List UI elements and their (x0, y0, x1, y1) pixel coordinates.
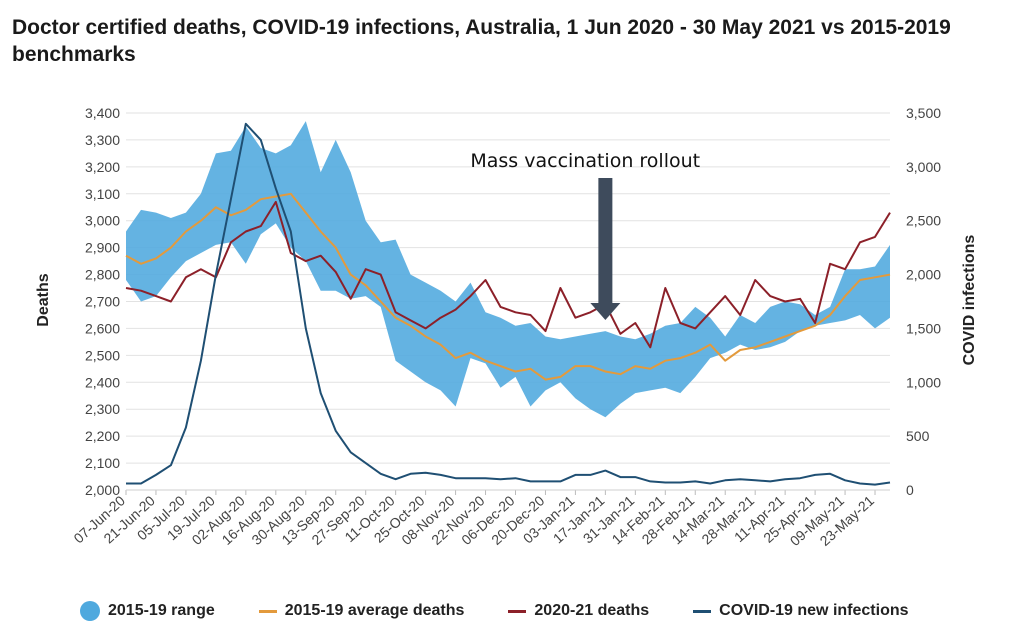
y-left-tick-label: 2,000 (85, 482, 120, 498)
y-right-tick-label: 500 (906, 428, 930, 444)
legend-item-deaths[interactable]: 2020-21 deaths (508, 602, 649, 620)
legend-label-range: 2015-19 range (108, 602, 215, 619)
legend-item-infections[interactable]: COVID-19 new infections (693, 602, 909, 620)
legend-swatch-range (80, 601, 100, 621)
y-left-tick-label: 2,600 (85, 320, 120, 336)
annotation-layer: Mass vaccination rollout (470, 150, 700, 320)
average-deaths-line (125, 192, 891, 381)
y-left-tick-label: 3,400 (85, 105, 120, 121)
y-right-tick-label: 3,500 (906, 105, 941, 121)
y-right-tick-label: 2,000 (906, 267, 941, 283)
y-left-tick-label: 2,300 (85, 401, 120, 417)
chart-plot: Mass vaccination rollout 2,000 2,100 2,200… (35, 105, 978, 549)
legend: 2015-19 range 2015-19 average deaths 202… (80, 598, 953, 624)
y-right-tick-label: 1,500 (906, 320, 941, 336)
x-axis: 07-Jun-2021-Jun-2005-Jul-2019-Jul-2002-A… (70, 489, 890, 549)
vaccination-arrow-shaft (598, 178, 613, 303)
chart-title: Doctor certified deaths, COVID-19 infect… (12, 16, 951, 66)
series-lines (125, 122, 891, 486)
deaths-2020-21-line (125, 200, 891, 349)
y-right-tick-label: 2,500 (906, 213, 941, 229)
y-right-tick-label: 3,000 (906, 159, 941, 175)
legend-label-deaths: 2020-21 deaths (534, 602, 650, 619)
y-left-tick-label: 3,300 (85, 132, 120, 148)
legend-item-range[interactable]: 2015-19 range (80, 601, 215, 621)
y-left-tick-label: 2,500 (85, 347, 120, 363)
legend-label-average: 2015-19 average deaths (284, 602, 465, 619)
y-left-tick-label: 2,800 (85, 267, 120, 283)
y-right-tick-label: 1,000 (906, 374, 941, 390)
range-band (126, 121, 890, 418)
y-left-tick-label: 2,900 (85, 240, 120, 256)
range-band-layer (126, 121, 890, 418)
y-left-tick-label: 2,400 (85, 374, 120, 390)
y-left-tick-label: 2,700 (85, 294, 120, 310)
vaccination-annotation: Mass vaccination rollout (470, 150, 700, 172)
legend-item-average[interactable]: 2015-19 average deaths (258, 602, 465, 620)
legend-swatch-infections (693, 609, 712, 613)
legend-label-infections: COVID-19 new infections (719, 602, 909, 619)
y-axis-right: 0 500 1,000 1,500 2,000 2,500 3,000 3,500 (906, 105, 941, 498)
y-left-tick-label: 3,100 (85, 186, 120, 202)
y-left-tick-label: 3,200 (85, 159, 120, 175)
y-axis-left: 2,000 2,100 2,200 2,300 2,400 2,500 2,600 2,700… (85, 105, 120, 498)
y-left-tick-label: 3,000 (85, 213, 120, 229)
vaccination-arrow-head (590, 303, 621, 320)
y-axis-left-title: Deaths (35, 273, 52, 326)
legend-swatch-average (258, 609, 277, 613)
covid-infections-line (126, 122, 891, 486)
y-left-tick-label: 2,100 (85, 455, 120, 471)
legend-swatch-deaths (508, 609, 527, 613)
y-axis-right-title: COVID infections (961, 235, 978, 366)
y-left-tick-label: 2,200 (85, 428, 120, 444)
y-right-tick-label: 0 (906, 482, 914, 498)
